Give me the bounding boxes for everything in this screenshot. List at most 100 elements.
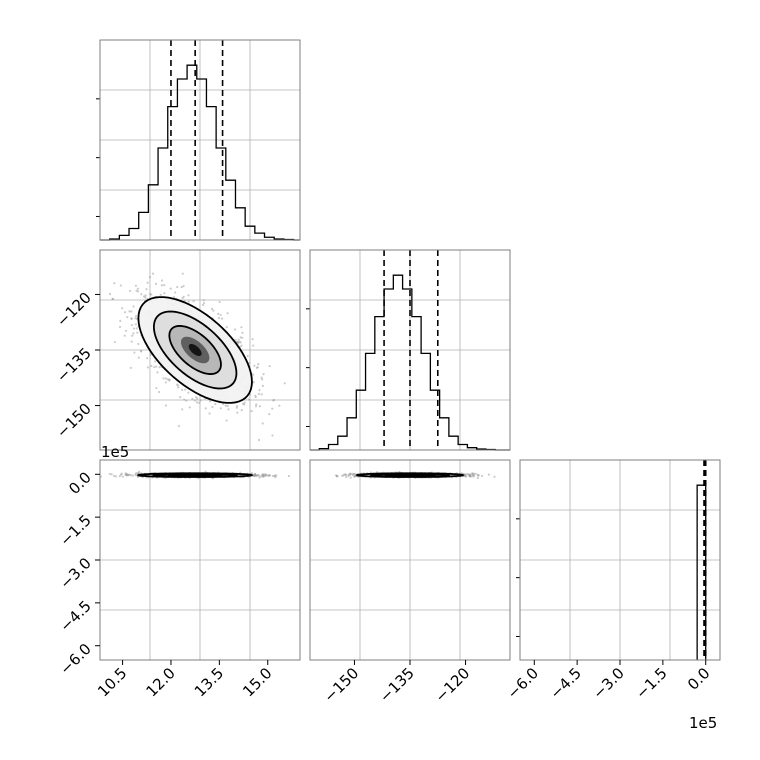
scatter-point xyxy=(181,408,184,411)
scatter-point xyxy=(188,406,191,409)
scatter-point xyxy=(114,475,118,478)
scatter-point xyxy=(181,388,184,391)
scatter-point xyxy=(248,361,251,365)
scatter-point xyxy=(137,356,140,359)
scatter-point xyxy=(187,294,190,297)
scatter-point xyxy=(226,404,229,407)
scatter-point xyxy=(179,395,182,399)
scatter-point xyxy=(261,422,264,425)
scatter-point xyxy=(264,474,267,477)
scatter-point xyxy=(235,404,239,408)
scatter-point xyxy=(238,340,241,343)
scatter-point xyxy=(157,390,161,394)
scatter-point xyxy=(271,407,274,410)
scatter-point xyxy=(193,399,196,402)
scatter-point xyxy=(261,378,264,381)
scatter-point xyxy=(133,351,136,354)
scatter-point xyxy=(100,475,103,478)
scatter-point xyxy=(219,407,222,410)
scatter-point xyxy=(199,399,202,402)
scatter-point xyxy=(121,475,124,478)
scatter-point xyxy=(134,473,138,477)
scatter-point xyxy=(253,364,256,367)
scatter-point xyxy=(225,325,228,329)
scatter-point xyxy=(132,327,136,330)
scatter-point xyxy=(240,326,243,329)
scatter-point xyxy=(214,402,217,406)
scatter-point xyxy=(267,474,270,477)
scatter-point xyxy=(201,303,205,306)
scatter-point xyxy=(130,324,134,327)
scatter-point xyxy=(145,288,148,291)
scatter-point xyxy=(353,475,357,478)
contour-line xyxy=(384,473,436,477)
scatter-point xyxy=(119,284,122,287)
scatter-point xyxy=(108,472,111,476)
scatter-point xyxy=(182,284,185,288)
panel-corr-1-2: −120−135−150 xyxy=(53,249,301,451)
scatter-point xyxy=(243,401,246,404)
scatter-point xyxy=(140,293,143,296)
scatter-point xyxy=(347,474,350,478)
scatter-point xyxy=(278,404,281,407)
contour-line xyxy=(167,473,223,477)
scatter-point xyxy=(134,314,138,318)
scatter-point xyxy=(163,292,166,295)
scatter-point xyxy=(257,363,260,366)
scatter-point xyxy=(126,316,129,319)
scatter-point xyxy=(344,473,348,476)
scatter-point xyxy=(467,473,470,476)
scatter-point xyxy=(174,291,177,294)
scatter-point xyxy=(137,342,140,346)
scatter-point xyxy=(144,294,147,297)
offset-label-corr-1-3: 1e5 xyxy=(101,443,129,461)
scatter-point xyxy=(149,292,152,296)
scatter-point xyxy=(135,327,138,330)
scatter-point xyxy=(247,398,250,401)
contour-line xyxy=(152,310,238,390)
scatter-point xyxy=(162,377,165,380)
scatter-point xyxy=(204,407,207,410)
scatter-point xyxy=(240,344,243,347)
scatter-point xyxy=(153,366,156,369)
scatter-point xyxy=(168,378,171,381)
scatter-point xyxy=(476,476,479,480)
scatter-point xyxy=(471,474,474,477)
scatter-point xyxy=(128,310,131,313)
scatter-point xyxy=(260,393,263,396)
scatter-point xyxy=(246,354,249,358)
scatter-point xyxy=(110,473,113,476)
scatter-point xyxy=(163,284,166,287)
scatter-point xyxy=(226,312,229,315)
scatter-point xyxy=(287,474,291,478)
scatter-point xyxy=(112,474,116,478)
scatter-point xyxy=(130,340,133,343)
scatter-point xyxy=(203,302,206,305)
scatter-point xyxy=(196,397,199,400)
scatter-point xyxy=(191,397,194,400)
scatter-point xyxy=(271,474,274,478)
scatter-point xyxy=(261,473,264,477)
scatter-point xyxy=(254,396,257,399)
scatter-point xyxy=(180,285,183,289)
scatter-point xyxy=(262,372,265,376)
scatter-point xyxy=(235,406,238,409)
scatter-point xyxy=(472,472,476,475)
scatter-point xyxy=(237,338,240,341)
scatter-point xyxy=(160,284,163,287)
scatter-point xyxy=(254,405,258,408)
scatter-point xyxy=(219,313,222,317)
scatter-point xyxy=(172,296,176,299)
scatter-point xyxy=(164,381,167,384)
scatter-point xyxy=(139,349,143,353)
scatter-point xyxy=(159,293,162,297)
scatter-point xyxy=(257,438,261,442)
scatter-point xyxy=(241,331,244,334)
scatter-point xyxy=(134,284,138,287)
scatter-point xyxy=(251,338,254,341)
scatter-point xyxy=(111,297,114,300)
scatter-point xyxy=(258,405,262,408)
scatter-point xyxy=(155,365,158,368)
scatter-point xyxy=(241,336,244,339)
